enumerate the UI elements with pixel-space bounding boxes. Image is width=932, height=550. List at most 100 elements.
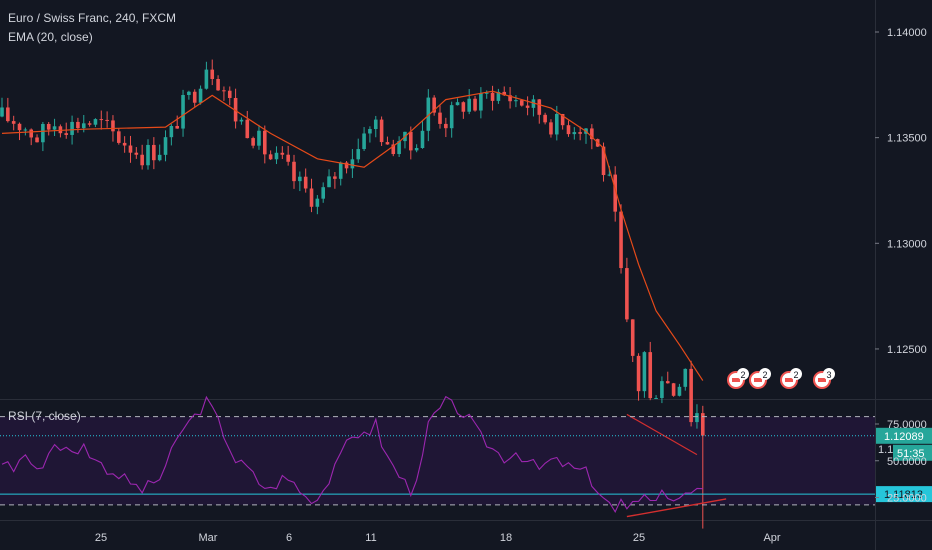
rsi-legend[interactable]: RSI (7, close) bbox=[8, 409, 81, 423]
event-badge[interactable]: 3 bbox=[813, 368, 835, 389]
symbol-legend[interactable]: Euro / Swiss Franc, 240, FXCM bbox=[8, 11, 177, 25]
candle bbox=[87, 123, 92, 125]
price-tick-label: 1.13500 bbox=[887, 133, 927, 145]
candle bbox=[379, 119, 384, 143]
candle bbox=[619, 211, 623, 269]
candle bbox=[701, 413, 705, 436]
time-tick-label: 6 bbox=[286, 532, 292, 544]
candle bbox=[210, 69, 215, 79]
candle bbox=[636, 355, 641, 392]
event-flag-bar bbox=[732, 378, 740, 382]
event-count: 3 bbox=[826, 370, 831, 380]
candle bbox=[23, 129, 28, 131]
candle bbox=[455, 102, 460, 106]
candle bbox=[227, 90, 232, 98]
candle bbox=[216, 78, 220, 91]
candle bbox=[134, 152, 139, 155]
countdown-bg bbox=[893, 444, 932, 461]
candle bbox=[601, 146, 606, 176]
price-tick-label: 1.13000 bbox=[887, 238, 927, 250]
candle bbox=[0, 107, 4, 117]
current-price-label-bg bbox=[876, 427, 932, 444]
candle bbox=[689, 368, 693, 423]
candle bbox=[467, 98, 471, 112]
candle bbox=[654, 397, 658, 399]
time-tick-label: 25 bbox=[633, 532, 645, 544]
candle bbox=[315, 198, 320, 207]
candle bbox=[613, 174, 617, 212]
candle bbox=[117, 131, 121, 143]
candle bbox=[58, 126, 63, 134]
candle bbox=[590, 128, 594, 140]
candle bbox=[327, 176, 331, 188]
event-badge[interactable]: 2 bbox=[749, 368, 771, 389]
candle bbox=[560, 113, 565, 126]
candle bbox=[198, 88, 203, 103]
candle bbox=[52, 126, 57, 130]
candle bbox=[671, 383, 676, 396]
ema-line bbox=[1, 90, 704, 381]
event-count: 2 bbox=[740, 370, 745, 380]
event-badge[interactable]: 2 bbox=[780, 368, 802, 389]
candle bbox=[268, 154, 273, 160]
candle bbox=[665, 381, 670, 384]
candle bbox=[187, 91, 191, 96]
time-tick-label: 25 bbox=[95, 532, 107, 544]
rsi-line bbox=[1, 395, 703, 513]
candle bbox=[368, 129, 372, 134]
candle bbox=[81, 123, 86, 129]
price-trendline bbox=[626, 413, 698, 456]
candle bbox=[572, 132, 577, 135]
candle bbox=[420, 130, 425, 148]
candle bbox=[298, 176, 302, 182]
candle bbox=[625, 268, 629, 320]
candle bbox=[292, 161, 296, 182]
candle bbox=[46, 123, 51, 130]
candle bbox=[152, 144, 156, 161]
candle bbox=[566, 125, 571, 135]
candle bbox=[333, 176, 337, 179]
time-tick-label: Mar bbox=[199, 532, 218, 544]
candle bbox=[683, 368, 688, 387]
candle bbox=[409, 131, 413, 151]
candle bbox=[630, 319, 635, 356]
ema-legend[interactable]: EMA (20, close) bbox=[8, 30, 93, 44]
candle bbox=[41, 123, 45, 143]
candle bbox=[660, 381, 664, 398]
time-tick-label: Apr bbox=[763, 532, 780, 544]
candle bbox=[432, 97, 436, 113]
candle bbox=[385, 142, 390, 145]
event-count-bg bbox=[823, 368, 835, 380]
candle bbox=[70, 121, 74, 135]
partial-price-label: 1.1 bbox=[878, 444, 893, 456]
candle bbox=[484, 92, 489, 94]
candle bbox=[76, 121, 80, 129]
candle bbox=[473, 98, 477, 111]
event-count-bg bbox=[737, 368, 749, 380]
candle bbox=[607, 174, 612, 176]
candle bbox=[321, 187, 325, 199]
rsi-tick-label: 25.0000 bbox=[887, 493, 927, 505]
current-price-label: 1.12089 bbox=[884, 431, 924, 443]
rsi-band-fill bbox=[0, 416, 875, 505]
event-count-bg bbox=[790, 368, 802, 380]
event-count: 2 bbox=[762, 370, 767, 380]
candle bbox=[157, 154, 162, 161]
event-badge[interactable]: 2 bbox=[727, 368, 749, 389]
candle bbox=[338, 162, 343, 179]
candle bbox=[286, 154, 290, 162]
candle bbox=[146, 144, 150, 166]
candle bbox=[169, 125, 174, 138]
candle bbox=[29, 129, 33, 138]
candle bbox=[479, 93, 483, 111]
candle bbox=[350, 159, 355, 169]
candle bbox=[309, 188, 314, 207]
candle bbox=[233, 97, 238, 122]
candle bbox=[204, 69, 209, 89]
candle bbox=[122, 142, 127, 146]
rsi-trendline bbox=[626, 498, 727, 518]
candle bbox=[303, 176, 308, 189]
rsi-tick-label: 50.0000 bbox=[887, 456, 927, 468]
